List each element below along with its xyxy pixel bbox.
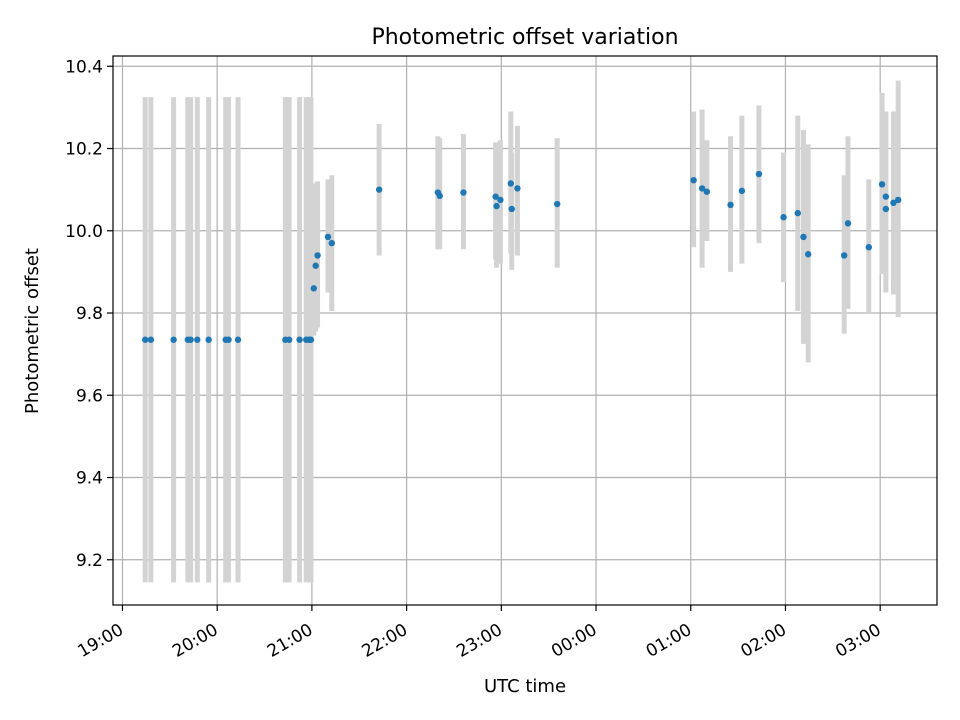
x-axis-title: UTC time	[484, 676, 566, 697]
data-point	[804, 251, 812, 258]
data-point	[307, 336, 315, 343]
data-point	[493, 202, 500, 210]
data-point	[738, 187, 746, 195]
data-point	[375, 186, 383, 193]
data-point	[554, 200, 561, 208]
data-point	[894, 196, 902, 204]
y-tick-label: 10.4	[65, 57, 103, 77]
data-point	[882, 193, 890, 200]
data-point	[314, 252, 321, 259]
data-point	[310, 285, 317, 292]
data-point	[312, 262, 319, 269]
data-point	[727, 201, 734, 209]
data-point	[142, 336, 149, 343]
data-point	[703, 188, 711, 195]
y-axis-title: Photometric offset	[22, 248, 43, 414]
data-point	[514, 185, 521, 192]
data-point	[285, 336, 293, 343]
data-point	[492, 193, 499, 200]
data-point	[187, 336, 194, 343]
y-tick-label: 10.2	[65, 140, 103, 160]
data-point	[234, 336, 242, 343]
y-tick-label: 9.4	[76, 469, 103, 489]
data-point	[507, 180, 514, 187]
data-point	[878, 181, 886, 188]
data-point	[296, 336, 303, 343]
data-point	[205, 336, 212, 343]
data-point	[840, 252, 848, 259]
data-point	[865, 244, 873, 251]
data-point	[698, 185, 706, 192]
y-tick-label: 10.0	[65, 222, 103, 242]
y-tick-label: 9.2	[76, 551, 103, 571]
y-tick-label: 9.6	[76, 386, 103, 406]
data-point	[508, 205, 515, 213]
data-point	[497, 196, 504, 204]
plot-frame	[112, 55, 938, 606]
data-point	[882, 205, 890, 213]
data-point-layer	[142, 170, 902, 343]
data-point	[794, 209, 801, 217]
data-point	[755, 170, 763, 178]
data-point	[890, 199, 897, 207]
data-point	[147, 336, 155, 343]
data-point	[436, 192, 443, 200]
data-point	[690, 176, 697, 184]
data-point	[170, 336, 177, 343]
data-point	[225, 336, 232, 343]
data-point	[460, 189, 467, 196]
data-point	[800, 233, 807, 241]
data-point	[844, 220, 852, 227]
data-point	[324, 233, 332, 241]
data-point	[328, 239, 335, 247]
data-point	[780, 214, 787, 221]
chart-title: Photometric offset variation	[371, 25, 678, 50]
data-point	[194, 336, 201, 343]
y-tick-label: 9.8	[76, 304, 103, 324]
